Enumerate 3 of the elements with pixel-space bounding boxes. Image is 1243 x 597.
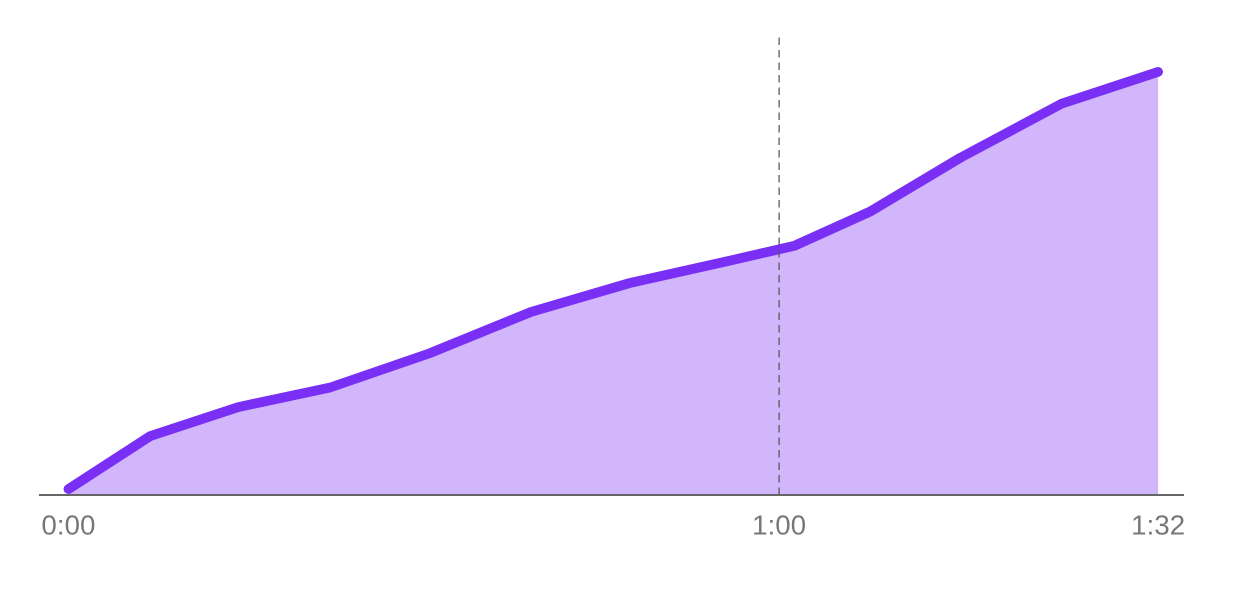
x-tick-label: 0:00 <box>42 515 95 535</box>
x-tick-label: 1:32 <box>1133 515 1184 535</box>
x-tick-label: 1:00 <box>754 515 806 535</box>
